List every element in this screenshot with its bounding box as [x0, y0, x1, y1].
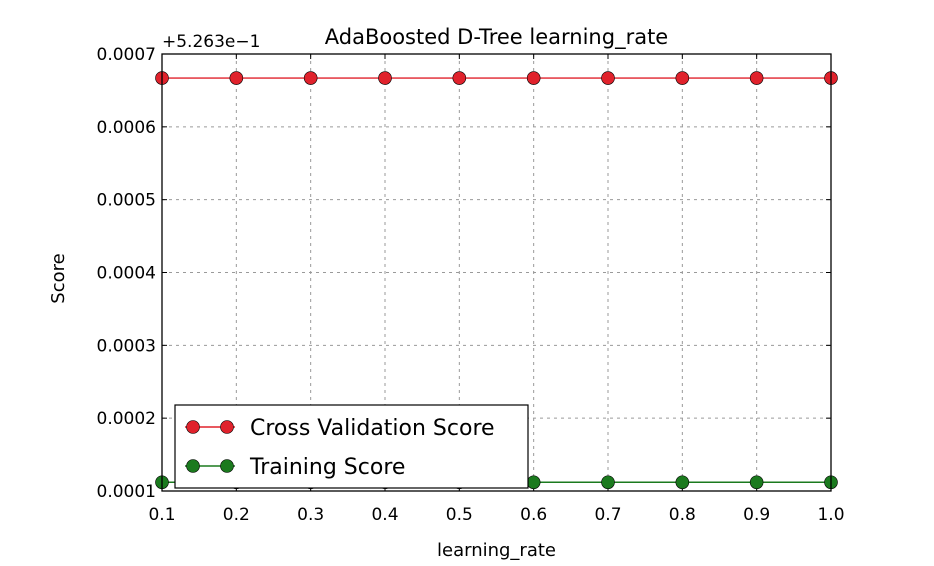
y-axis-label: Score [48, 253, 69, 303]
x-tick-label: 0.6 [520, 505, 547, 525]
legend-items: Cross Validation Score Training Score [185, 416, 495, 480]
y-tick-label: 0.0005 [97, 191, 156, 211]
x-axis-ticks: 0.1 0.2 0.3 0.4 0.5 0.6 0.7 0.8 0.9 1.0 [148, 54, 845, 525]
legend-marker [220, 459, 234, 473]
y-tick-label: 0.0003 [97, 336, 156, 356]
legend-marker [220, 420, 234, 434]
legend-label: Cross Validation Score [250, 416, 495, 441]
data-point [303, 71, 318, 85]
data-point [526, 71, 541, 85]
x-tick-label: 0.2 [223, 505, 250, 525]
x-tick-label: 0.9 [743, 505, 770, 525]
legend-marker [186, 459, 200, 473]
data-point [526, 475, 541, 490]
x-tick-label: 0.3 [297, 505, 324, 525]
legend-item: Cross Validation Score [185, 416, 495, 441]
data-point [601, 475, 615, 490]
grid-lines [162, 54, 831, 491]
x-tick-label: 0.7 [594, 505, 621, 525]
x-tick-label: 1.0 [817, 505, 844, 525]
data-point [601, 71, 615, 85]
y-tick-label: 0.0002 [97, 409, 156, 429]
series-cross-validation-score [155, 71, 838, 85]
legend-box [174, 404, 529, 489]
plot-frame [161, 53, 832, 492]
x-tick-label: 0.4 [371, 505, 398, 525]
chart-title: AdaBoosted D-Tree learning_rate [325, 25, 668, 50]
data-point [378, 71, 392, 85]
data-point [675, 71, 690, 85]
legend: Cross Validation Score Training Score [174, 404, 529, 489]
x-tick-label: 0.5 [446, 505, 473, 525]
data-point [452, 71, 467, 85]
x-tick-label: 0.1 [148, 505, 175, 525]
y-axis-ticks: 0.0001 0.0002 0.0003 0.0004 0.0005 0.0006 0.00… [97, 45, 831, 502]
data-point [229, 71, 244, 85]
y-tick-label: 0.0007 [97, 45, 156, 65]
data-point [675, 475, 690, 490]
legend-marker [186, 420, 200, 434]
y-tick-label: 0.0006 [97, 118, 156, 138]
legend-item: Training Score [185, 455, 405, 480]
x-axis-label: learning_rate [437, 540, 556, 561]
y-tick-label: 0.0004 [97, 264, 156, 284]
y-tick-label: 0.0001 [97, 482, 156, 502]
y-axis-offset-label: +5.263e−1 [162, 32, 260, 52]
x-tick-label: 0.8 [669, 505, 696, 525]
data-point [749, 475, 764, 490]
data-point [749, 71, 764, 85]
legend-label: Training Score [249, 455, 405, 480]
